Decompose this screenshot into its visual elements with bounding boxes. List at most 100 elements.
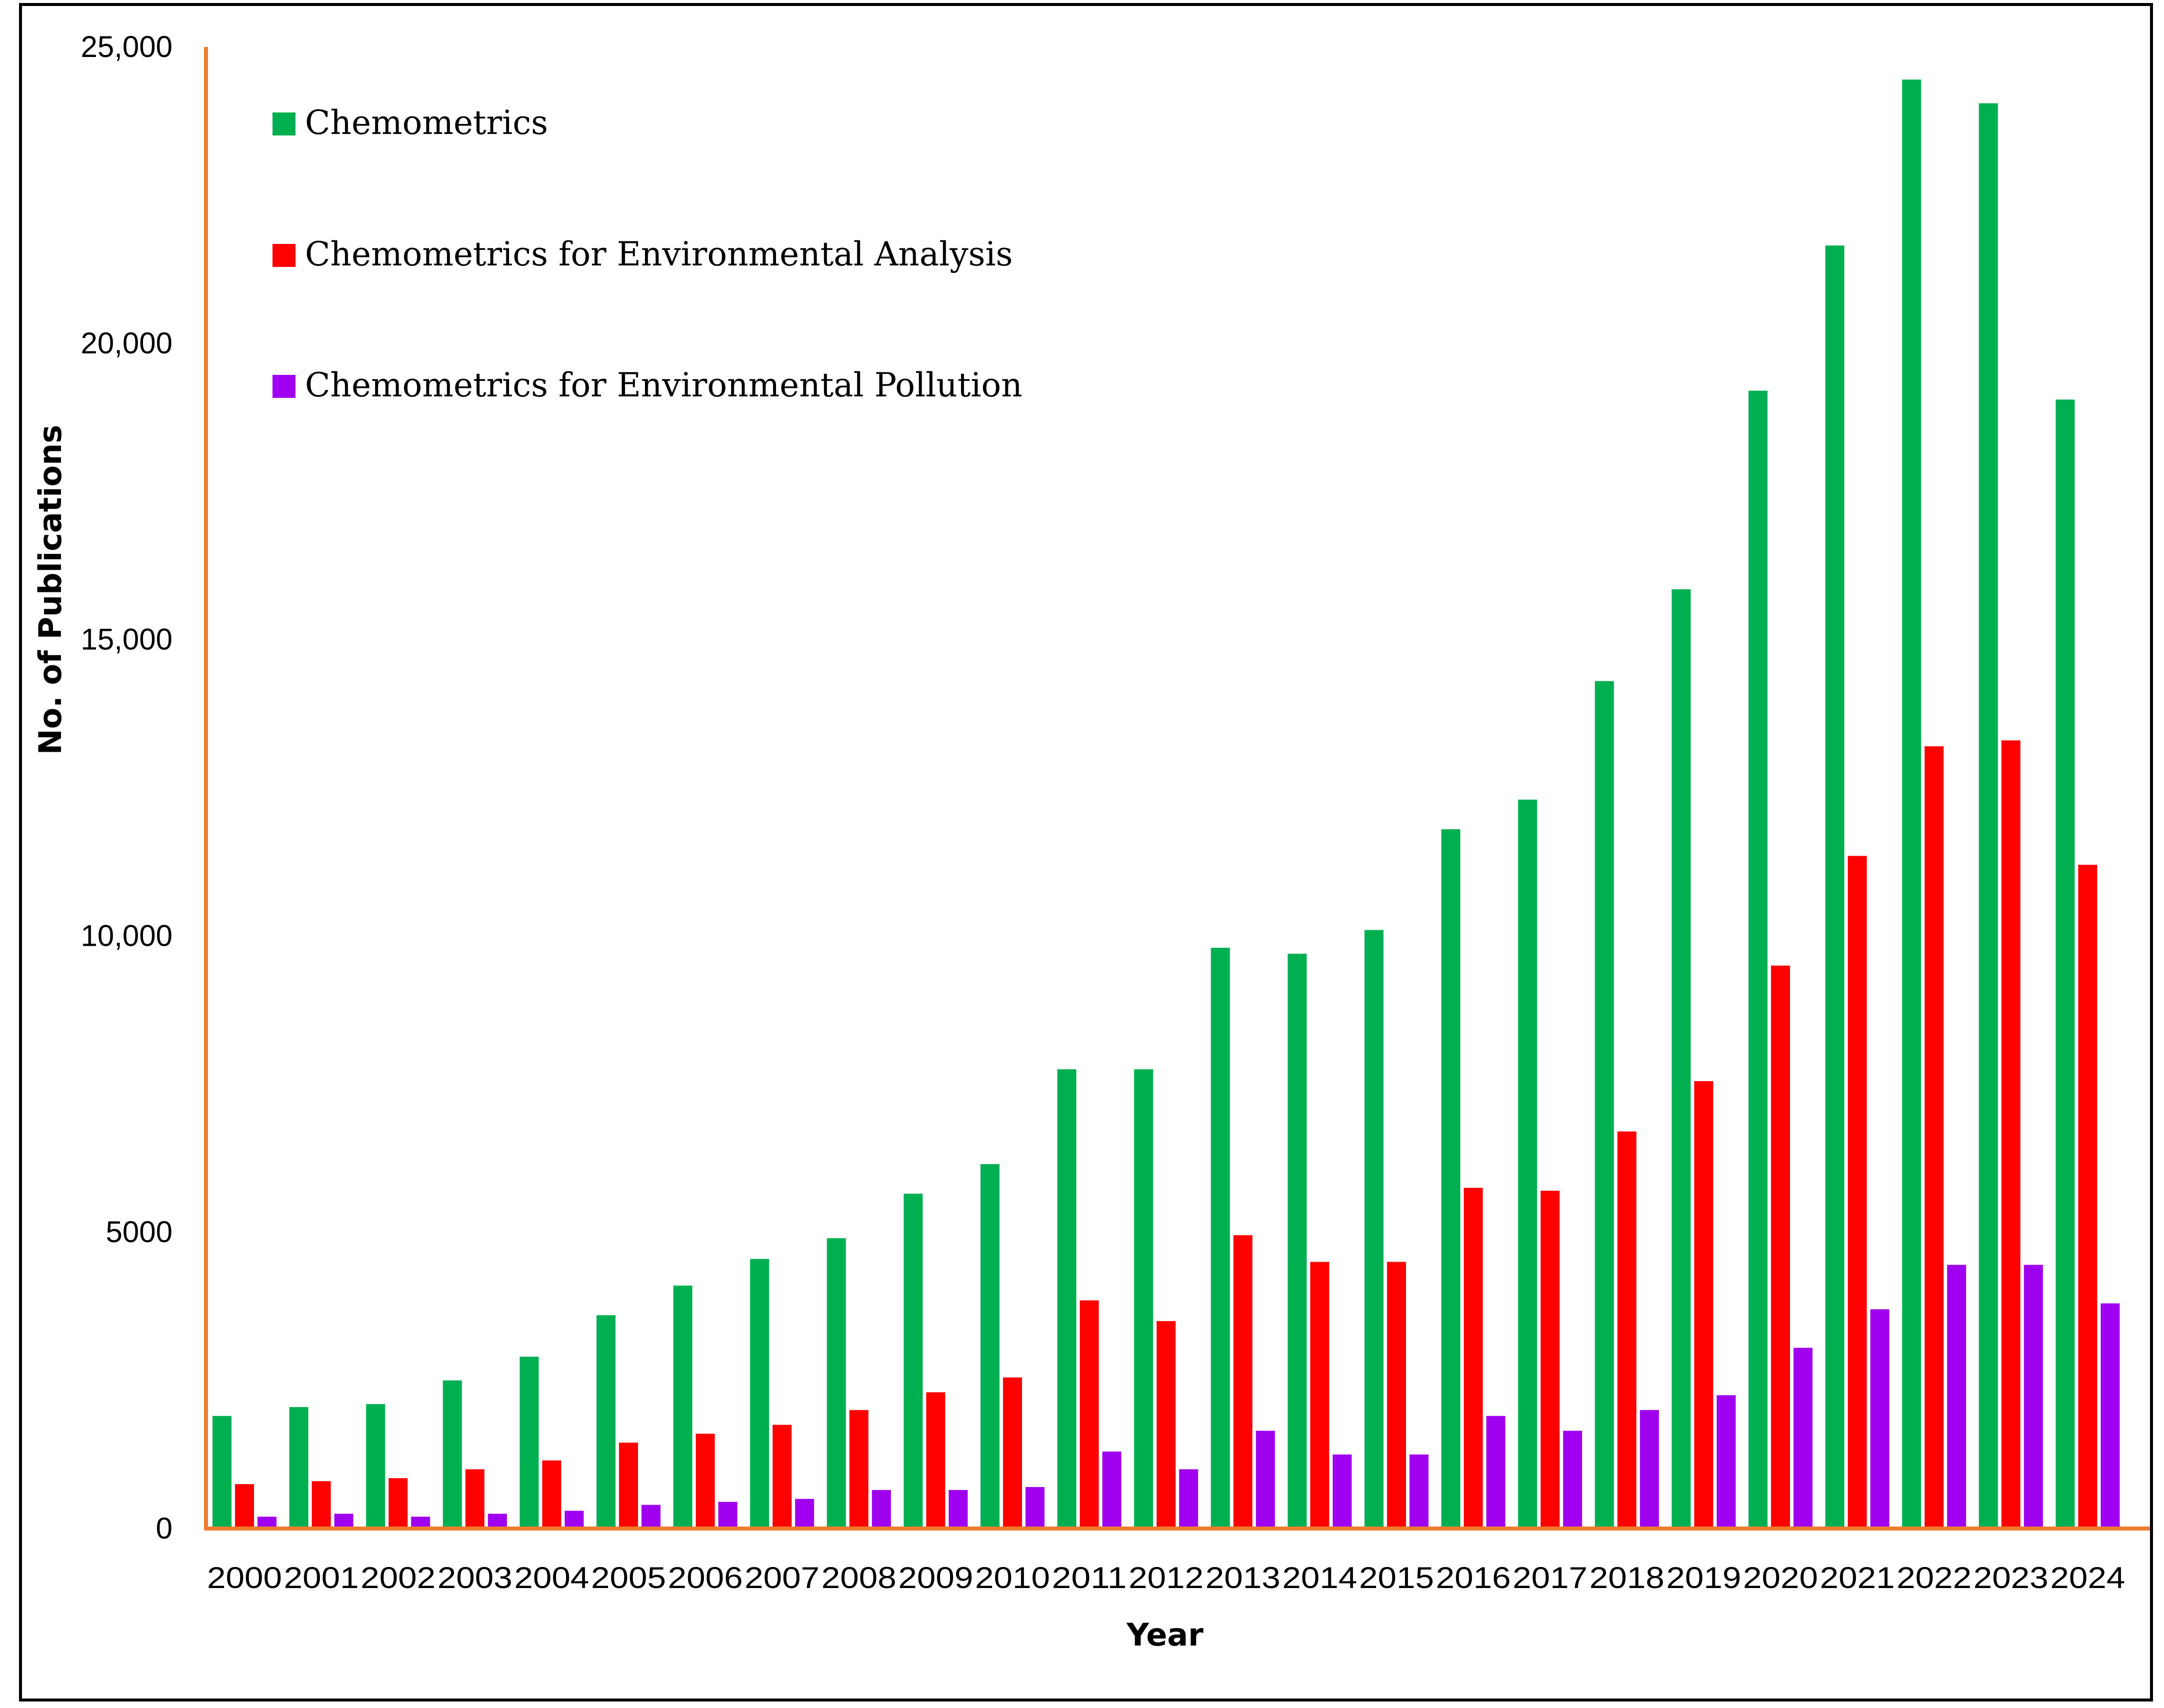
y-tick-label: 0 bbox=[156, 1512, 172, 1545]
legend: Chemometrics Chemometrics for Environmen… bbox=[272, 103, 1022, 404]
bar-chemometrics-for-environmental-analysis-2007 bbox=[772, 1425, 792, 1529]
legend-label-environmental-pollution: Chemometrics for Environmental Pollution bbox=[305, 366, 1022, 404]
x-tick-label: 2014 bbox=[1282, 1561, 1357, 1595]
bar-chemometrics-for-environmental-analysis-2022 bbox=[1924, 746, 1944, 1529]
bar-chemometrics-for-environmental-pollution-2021 bbox=[1870, 1309, 1890, 1529]
bar-chemometrics-for-environmental-pollution-2003 bbox=[488, 1514, 507, 1529]
legend-swatch-chemometrics bbox=[272, 112, 296, 135]
bar-chemometrics-for-environmental-analysis-2023 bbox=[2001, 740, 2020, 1529]
bar-chemometrics-2010 bbox=[980, 1164, 1000, 1529]
bar-chemometrics-2017 bbox=[1518, 799, 1538, 1529]
y-tick-label: 15,000 bbox=[80, 623, 172, 656]
bar-chemometrics-for-environmental-pollution-2017 bbox=[1563, 1431, 1582, 1529]
bar-chemometrics-for-environmental-pollution-2006 bbox=[718, 1502, 738, 1529]
bar-chemometrics-for-environmental-pollution-2022 bbox=[1947, 1265, 1966, 1529]
bar-chemometrics-for-environmental-pollution-2012 bbox=[1179, 1469, 1198, 1529]
bar-chemometrics-for-environmental-pollution-2005 bbox=[642, 1505, 660, 1529]
bar-chemometrics-2018 bbox=[1594, 681, 1614, 1529]
legend-swatch-environmental-pollution bbox=[272, 375, 296, 398]
bar-chemometrics-for-environmental-analysis-2021 bbox=[1848, 856, 1867, 1529]
x-tick-label: 2023 bbox=[1974, 1561, 2048, 1595]
bar-chemometrics-for-environmental-analysis-2024 bbox=[2078, 865, 2098, 1529]
bar-chemometrics-for-environmental-pollution-2007 bbox=[795, 1499, 814, 1529]
x-tick-label: 2009 bbox=[898, 1561, 973, 1595]
y-tick-label: 10,000 bbox=[80, 919, 172, 952]
bar-chemometrics-for-environmental-pollution-2014 bbox=[1332, 1454, 1352, 1529]
bar-chemometrics-for-environmental-pollution-2024 bbox=[2100, 1303, 2120, 1529]
bar-chemometrics-2014 bbox=[1288, 954, 1307, 1529]
bar-chemometrics-for-environmental-pollution-2010 bbox=[1026, 1487, 1044, 1529]
bar-chemometrics-2013 bbox=[1210, 948, 1230, 1529]
bar-chemometrics-for-environmental-pollution-2000 bbox=[258, 1517, 276, 1529]
bar-chemometrics-2008 bbox=[826, 1238, 846, 1529]
x-tick-label: 2008 bbox=[822, 1561, 896, 1595]
y-tick-label: 5000 bbox=[106, 1215, 172, 1249]
bar-chemometrics-for-environmental-analysis-2016 bbox=[1464, 1188, 1483, 1529]
x-tick-label: 2011 bbox=[1052, 1561, 1127, 1595]
bar-chemometrics-2005 bbox=[596, 1315, 616, 1529]
bar-chemometrics-for-environmental-analysis-2014 bbox=[1310, 1262, 1330, 1529]
bar-chemometrics-for-environmental-analysis-2017 bbox=[1540, 1191, 1560, 1529]
y-axis-title: No. of Publications bbox=[32, 425, 68, 755]
bar-chemometrics-for-environmental-analysis-2002 bbox=[388, 1478, 408, 1529]
bar-chemometrics-2020 bbox=[1748, 390, 1768, 1529]
x-tick-label: 2006 bbox=[668, 1561, 743, 1595]
legend-label-chemometrics: Chemometrics bbox=[305, 103, 548, 142]
bar-chemometrics-2007 bbox=[750, 1259, 770, 1529]
bar-chemometrics-2023 bbox=[1978, 103, 1998, 1529]
bar-chemometrics-for-environmental-analysis-2000 bbox=[235, 1484, 254, 1529]
bar-chemometrics-for-environmental-pollution-2023 bbox=[2024, 1265, 2043, 1529]
y-tick-labels: 0 5000 10,000 15,000 20,000 25,000 bbox=[80, 30, 172, 1545]
bar-chemometrics-2019 bbox=[1672, 589, 1691, 1529]
x-tick-labels: 2000 2001 2002 2003 2004 2005 2006 2007 2008 2009… bbox=[207, 1561, 2125, 1595]
legend-swatch-environmental-analysis bbox=[272, 244, 296, 267]
bar-chemometrics-for-environmental-analysis-2005 bbox=[619, 1443, 638, 1529]
legend-label-environmental-analysis: Chemometrics for Environmental Analysis bbox=[305, 235, 1012, 273]
bar-chemometrics-2009 bbox=[904, 1194, 923, 1529]
bar-chemometrics-for-environmental-pollution-2015 bbox=[1410, 1454, 1428, 1529]
bar-chemometrics-2022 bbox=[1902, 79, 1922, 1529]
bar-chemometrics-for-environmental-analysis-2020 bbox=[1771, 965, 1790, 1529]
bar-chemometrics-for-environmental-analysis-2010 bbox=[1003, 1377, 1022, 1529]
bar-chemometrics-for-environmental-analysis-2003 bbox=[465, 1469, 484, 1529]
bars-layer bbox=[212, 79, 2120, 1529]
bar-chemometrics-for-environmental-analysis-2004 bbox=[542, 1460, 562, 1529]
x-tick-label: 2003 bbox=[438, 1561, 512, 1595]
bar-chemometrics-for-environmental-analysis-2001 bbox=[312, 1481, 331, 1529]
x-tick-label: 2016 bbox=[1436, 1561, 1511, 1595]
bar-chemometrics-for-environmental-analysis-2019 bbox=[1694, 1081, 1714, 1529]
bar-chemometrics-2016 bbox=[1441, 829, 1460, 1529]
bar-chemometrics-2021 bbox=[1825, 245, 1844, 1529]
x-tick-label: 2004 bbox=[514, 1561, 589, 1595]
x-tick-label: 2001 bbox=[284, 1561, 359, 1595]
bar-chemometrics-for-environmental-pollution-2008 bbox=[872, 1490, 891, 1529]
x-tick-label: 2002 bbox=[360, 1561, 436, 1595]
bar-chemometrics-for-environmental-analysis-2006 bbox=[696, 1434, 715, 1529]
x-tick-label: 2005 bbox=[591, 1561, 666, 1595]
bar-chemometrics-for-environmental-pollution-2020 bbox=[1794, 1348, 1812, 1529]
bar-chemometrics-2006 bbox=[673, 1285, 692, 1529]
bar-chemometrics-2015 bbox=[1364, 930, 1384, 1529]
x-tick-label: 2020 bbox=[1743, 1561, 1818, 1595]
x-tick-label: 2012 bbox=[1128, 1561, 1204, 1595]
bar-chemometrics-for-environmental-pollution-2016 bbox=[1486, 1416, 1506, 1529]
bar-chemometrics-for-environmental-pollution-2011 bbox=[1102, 1451, 1122, 1529]
x-tick-label: 2010 bbox=[975, 1561, 1050, 1595]
bar-chemometrics-for-environmental-pollution-2002 bbox=[411, 1517, 430, 1529]
x-tick-label: 2019 bbox=[1666, 1561, 1741, 1595]
bar-chemometrics-2003 bbox=[442, 1380, 462, 1529]
axes-layer bbox=[204, 47, 2150, 1531]
bar-chemometrics-for-environmental-analysis-2011 bbox=[1080, 1300, 1099, 1529]
bar-chemometrics-2001 bbox=[289, 1407, 308, 1529]
x-tick-label: 2015 bbox=[1359, 1561, 1434, 1595]
bar-chemometrics-for-environmental-analysis-2012 bbox=[1156, 1321, 1176, 1529]
bar-chemometrics-for-environmental-pollution-2009 bbox=[948, 1490, 968, 1529]
y-tick-label: 20,000 bbox=[80, 326, 172, 360]
bar-chemometrics-for-environmental-analysis-2018 bbox=[1617, 1131, 1636, 1529]
x-tick-label: 2024 bbox=[2050, 1561, 2125, 1595]
bar-chemometrics-for-environmental-pollution-2013 bbox=[1256, 1431, 1275, 1529]
bar-chemometrics-for-environmental-analysis-2009 bbox=[926, 1392, 946, 1529]
bar-chemometrics-for-environmental-analysis-2015 bbox=[1387, 1262, 1406, 1529]
x-tick-label: 2017 bbox=[1512, 1561, 1588, 1595]
bar-chemometrics-2000 bbox=[212, 1416, 232, 1529]
